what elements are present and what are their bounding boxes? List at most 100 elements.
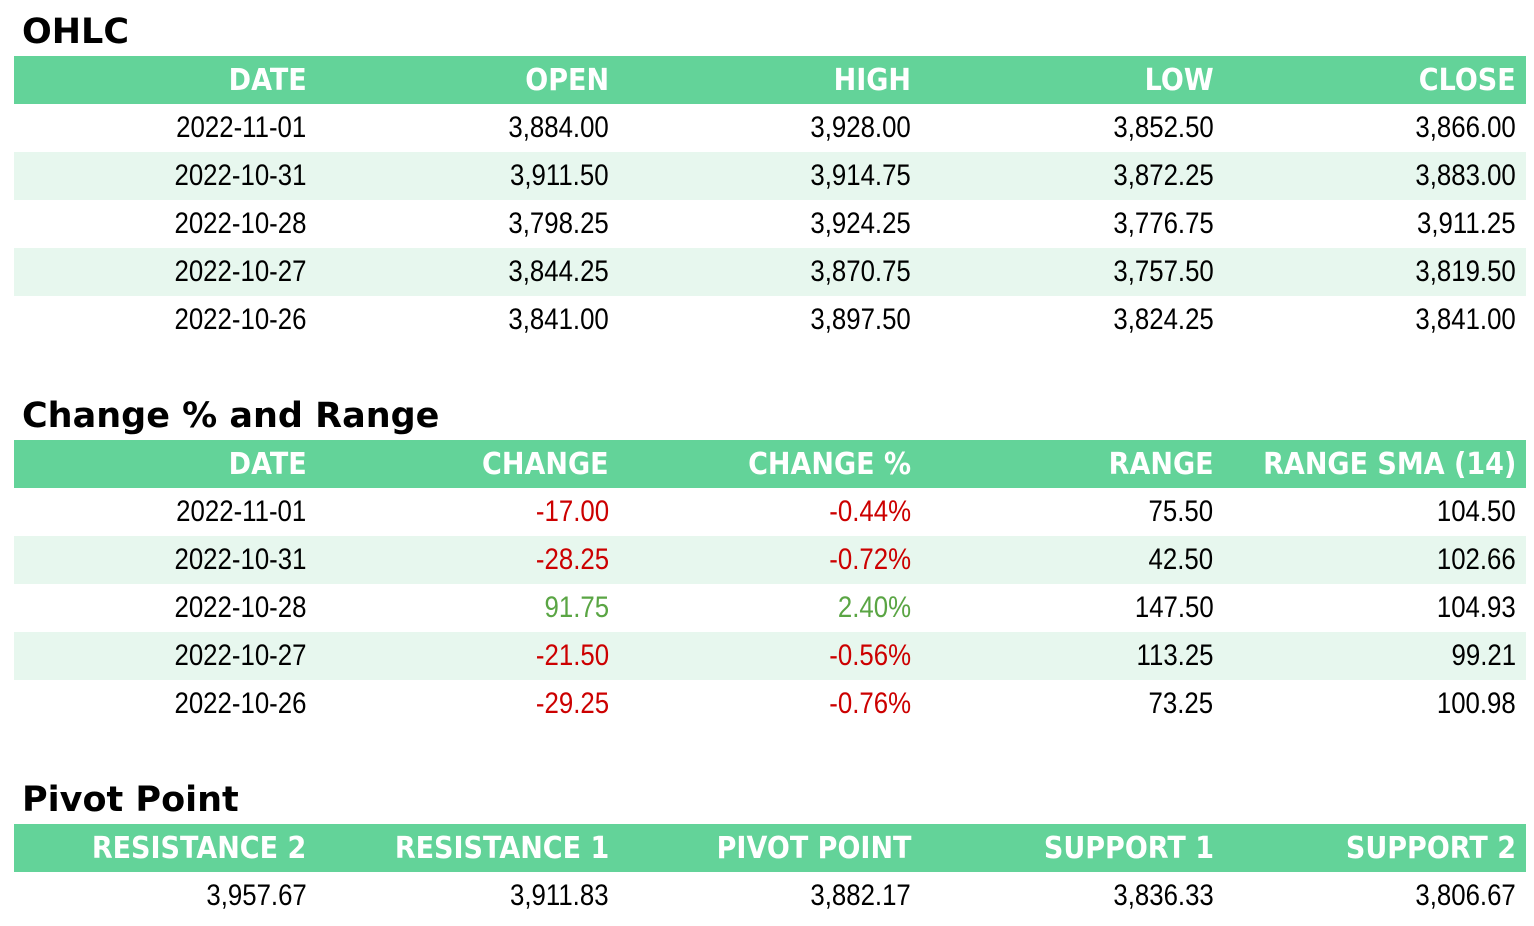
table-cell: -28.25 bbox=[316, 536, 619, 584]
table-row: 2022-10-27 3,844.25 3,870.75 3,757.50 3,819.… bbox=[14, 248, 1526, 296]
column-header-label: PIVOT POINT bbox=[716, 830, 912, 866]
cell-value: 104.93 bbox=[1437, 591, 1516, 624]
cell-value: -17.00 bbox=[535, 495, 609, 528]
table-row: 2022-10-26 3,841.00 3,897.50 3,824.25 3,841.… bbox=[14, 296, 1526, 344]
cell-value: 3,798.25 bbox=[508, 207, 609, 240]
change-range-title: Change % and Range bbox=[22, 396, 440, 436]
column-header-label: RANGE SMA (14) bbox=[1262, 446, 1516, 482]
column-header: RESISTANCE 1 bbox=[316, 824, 619, 872]
table-cell: 3,884.00 bbox=[316, 104, 618, 152]
column-header-label: DATE bbox=[228, 446, 307, 482]
cell-value: 104.50 bbox=[1437, 495, 1516, 528]
cell-value: 100.98 bbox=[1437, 687, 1516, 720]
column-header-label: DATE bbox=[228, 62, 307, 98]
ohlc-table: DATE OPEN HIGH LOW CLOSE 2022-11-01 3,884.00 3,… bbox=[14, 56, 1526, 344]
table-cell: 102.66 bbox=[1223, 536, 1526, 584]
table-cell: 100.98 bbox=[1224, 680, 1526, 728]
cell-value: 3,883.00 bbox=[1415, 159, 1516, 192]
cell-value: -29.25 bbox=[535, 687, 609, 720]
column-header: RANGE SMA (14) bbox=[1223, 440, 1526, 488]
cell-value: 3,882.17 bbox=[810, 879, 912, 912]
column-header: SUPPORT 1 bbox=[921, 824, 1224, 872]
cell-value: 3,844.25 bbox=[508, 255, 609, 288]
table-cell: 3,824.25 bbox=[921, 296, 1223, 344]
table-cell: -0.44% bbox=[619, 488, 921, 536]
table-cell: 3,883.00 bbox=[1223, 152, 1526, 200]
cell-value: 3,757.50 bbox=[1113, 255, 1214, 288]
cell-value: 3,776.75 bbox=[1113, 207, 1214, 240]
pivot-point-title: Pivot Point bbox=[22, 780, 239, 820]
cell-value: 3,924.25 bbox=[810, 207, 912, 240]
cell-value: 73.25 bbox=[1148, 687, 1214, 720]
column-header: HIGH bbox=[618, 56, 922, 104]
column-header-label: CLOSE bbox=[1419, 62, 1516, 98]
cell-value: 2022-10-27 bbox=[174, 639, 307, 672]
cell-value: 3,928.00 bbox=[810, 111, 912, 144]
column-header: CHANGE bbox=[316, 440, 619, 488]
cell-value: -0.76% bbox=[829, 687, 912, 720]
column-header-label: OPEN bbox=[524, 62, 609, 98]
table-cell: 2022-10-27 bbox=[14, 248, 317, 296]
column-header-label: RANGE bbox=[1108, 446, 1214, 482]
table-row: 2022-10-27 -21.50 -0.56% 113.25 99.21 bbox=[14, 632, 1526, 680]
cell-value: 2022-10-27 bbox=[174, 255, 307, 288]
column-header: DATE bbox=[14, 440, 317, 488]
table-cell: 147.50 bbox=[921, 584, 1223, 632]
column-header: DATE bbox=[14, 56, 317, 104]
table-cell: 3,911.83 bbox=[316, 872, 618, 920]
cell-value: -0.72% bbox=[829, 543, 912, 576]
cell-value: 3,866.00 bbox=[1415, 111, 1516, 144]
column-header-label: SUPPORT 2 bbox=[1345, 830, 1516, 866]
table-row: 2022-11-01 3,884.00 3,928.00 3,852.50 3,866.… bbox=[14, 104, 1526, 152]
table-row: 2022-10-28 3,798.25 3,924.25 3,776.75 3,911.… bbox=[14, 200, 1526, 248]
header-row: RESISTANCE 2 RESISTANCE 1 PIVOT POINT SUPPO… bbox=[14, 824, 1526, 872]
cell-value: 3,870.75 bbox=[810, 255, 912, 288]
column-header: RESISTANCE 2 bbox=[14, 824, 317, 872]
table-cell: -21.50 bbox=[316, 632, 619, 680]
column-header: CLOSE bbox=[1223, 56, 1526, 104]
table-cell: 2022-10-26 bbox=[14, 680, 316, 728]
cell-value: 3,872.25 bbox=[1113, 159, 1214, 192]
table-cell: 3,897.50 bbox=[619, 296, 921, 344]
cell-value: 2022-10-28 bbox=[174, 207, 307, 240]
table-cell: 2022-10-27 bbox=[14, 632, 317, 680]
table-row: 3,957.67 3,911.83 3,882.17 3,836.33 3,806.67 bbox=[14, 872, 1526, 920]
cell-value: 3,897.50 bbox=[810, 303, 912, 336]
table-cell: 42.50 bbox=[921, 536, 1224, 584]
table-cell: 99.21 bbox=[1223, 632, 1526, 680]
table-cell: 91.75 bbox=[316, 584, 618, 632]
table-row: 2022-10-26 -29.25 -0.76% 73.25 100.98 bbox=[14, 680, 1526, 728]
table-cell: 3,844.25 bbox=[316, 248, 619, 296]
cell-value: 3,819.50 bbox=[1415, 255, 1516, 288]
column-header-label: SUPPORT 1 bbox=[1043, 830, 1214, 866]
table-cell: 3,914.75 bbox=[618, 152, 922, 200]
table-cell: 3,928.00 bbox=[619, 104, 921, 152]
cell-value: -0.44% bbox=[829, 495, 912, 528]
cell-value: 2.40% bbox=[838, 591, 912, 624]
column-header-label: LOW bbox=[1144, 62, 1214, 98]
column-header: LOW bbox=[921, 56, 1224, 104]
table-cell: 2022-11-01 bbox=[14, 104, 316, 152]
pivot-point-table: RESISTANCE 2 RESISTANCE 1 PIVOT POINT SUPPO… bbox=[14, 824, 1526, 920]
cell-value: 3,824.25 bbox=[1113, 303, 1214, 336]
cell-value: 102.66 bbox=[1437, 543, 1516, 576]
table-cell: -0.76% bbox=[619, 680, 921, 728]
cell-value: 2022-10-26 bbox=[174, 303, 307, 336]
table-cell: 3,872.25 bbox=[921, 152, 1224, 200]
column-header: SUPPORT 2 bbox=[1223, 824, 1526, 872]
cell-value: 3,841.00 bbox=[508, 303, 609, 336]
table-cell: 3,798.25 bbox=[316, 200, 618, 248]
table-cell: 3,911.50 bbox=[316, 152, 619, 200]
cell-value: 147.50 bbox=[1134, 591, 1214, 624]
table-cell: -29.25 bbox=[316, 680, 618, 728]
table-cell: 2022-10-28 bbox=[14, 584, 316, 632]
column-header-label: RESISTANCE 1 bbox=[394, 830, 609, 866]
table-cell: 2022-10-31 bbox=[14, 536, 317, 584]
table-cell: 104.50 bbox=[1224, 488, 1526, 536]
cell-value: 2022-10-31 bbox=[174, 159, 307, 192]
table-cell: 3,866.00 bbox=[1224, 104, 1526, 152]
cell-value: 99.21 bbox=[1451, 639, 1516, 672]
table-row: 2022-10-31 -28.25 -0.72% 42.50 102.66 bbox=[14, 536, 1526, 584]
column-header-label: CHANGE % bbox=[748, 446, 912, 482]
table-cell: 3,882.17 bbox=[619, 872, 921, 920]
